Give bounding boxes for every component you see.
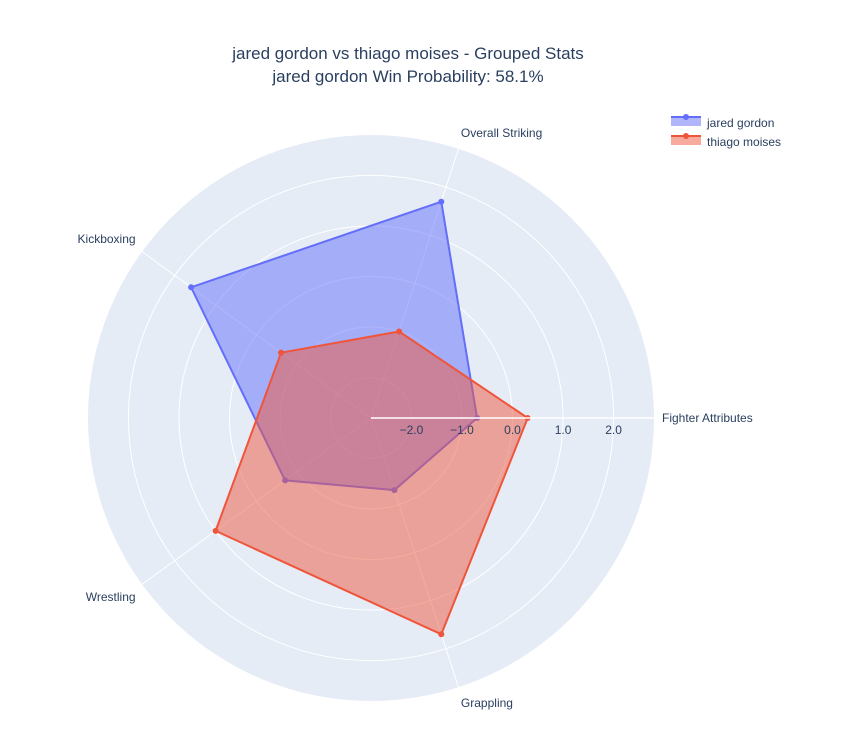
radial-tick-label-2: 0.0	[504, 423, 521, 437]
legend-item-thiago-moises[interactable]: thiago moises	[671, 133, 781, 149]
legend-item-jared-gordon[interactable]: jared gordon	[671, 114, 774, 130]
chart-title-line-1: jared gordon vs thiago moises - Grouped …	[231, 44, 584, 63]
radial-ticks: −2.0 −1.0 0.0 1.0 2.0	[371, 417, 654, 437]
radial-tick-label-0: −2.0	[400, 423, 424, 437]
angular-label-0: Fighter Attributes	[662, 411, 753, 425]
chart-title-line-2: jared gordon Win Probability: 58.1%	[271, 67, 543, 86]
series-0-point-1[interactable]	[438, 198, 445, 205]
series-0-point-2[interactable]	[188, 284, 195, 291]
series-1-point-2[interactable]	[278, 349, 285, 356]
series-area-1	[214, 330, 529, 636]
series-1-point-1[interactable]	[396, 328, 403, 335]
legend-label-thiago-moises: thiago moises	[707, 135, 781, 149]
legend-label-jared-gordon: jared gordon	[706, 116, 774, 130]
radial-tick-label-1: −1.0	[450, 423, 474, 437]
series-1-point-4[interactable]	[438, 631, 445, 638]
radial-tick-label-3: 1.0	[555, 423, 572, 437]
angular-label-1: Overall Striking	[461, 126, 542, 140]
angular-label-3: Wrestling	[86, 590, 136, 604]
angular-labels: Fighter Attributes Overall Striking Kickbo…	[78, 126, 753, 710]
angular-label-4: Grappling	[461, 696, 513, 710]
legend[interactable]: jared gordon thiago moises	[671, 114, 781, 149]
radial-tick-label-4: 2.0	[605, 423, 622, 437]
angular-label-2: Kickboxing	[78, 232, 136, 246]
series-1-point-3[interactable]	[212, 527, 219, 534]
